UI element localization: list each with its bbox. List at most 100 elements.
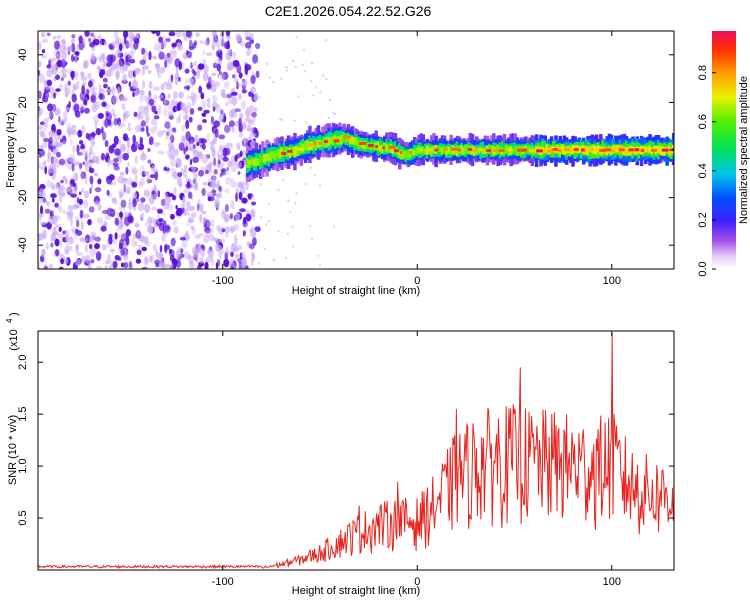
signal-peak	[368, 144, 374, 147]
noise-blob	[204, 261, 209, 269]
noise-blob	[199, 257, 204, 264]
noise-blob	[151, 31, 157, 34]
noise-blob	[174, 75, 178, 86]
noise-blob	[206, 37, 210, 45]
noise-blob	[156, 63, 160, 73]
noise-blob	[183, 85, 191, 90]
noise-blob	[240, 257, 247, 267]
noise-blob	[220, 37, 225, 44]
noise-blob	[237, 171, 241, 175]
noise-blob	[147, 95, 151, 100]
noise-blob	[206, 133, 211, 142]
signal-cell	[594, 146, 598, 155]
noise-blob	[122, 112, 129, 118]
noise-blob	[114, 50, 121, 59]
noise-blob	[190, 95, 194, 101]
noise-blob	[50, 234, 54, 242]
signal-cell	[331, 136, 335, 146]
noise-blob	[239, 112, 244, 119]
signal-peak	[618, 148, 625, 152]
noise-blob	[46, 221, 52, 230]
noise-blob	[44, 38, 48, 43]
noise-blob	[180, 203, 185, 209]
noise-blob	[109, 248, 115, 253]
noise-blob	[46, 32, 51, 37]
noise-blob	[218, 159, 221, 165]
noise-blob	[209, 161, 213, 167]
noise-blob	[40, 205, 43, 215]
noise-blob	[93, 248, 97, 256]
noise-blob	[119, 171, 125, 176]
noise-blob	[126, 139, 131, 149]
noise-blob	[180, 167, 185, 175]
noise-blob	[201, 138, 205, 144]
noise-blob	[58, 206, 63, 213]
noise-blob	[71, 34, 76, 39]
noise-blob	[230, 251, 234, 258]
noise-blob	[81, 81, 87, 86]
noise-dot	[287, 199, 290, 202]
noise-blob	[198, 170, 205, 177]
noise-blob	[234, 237, 238, 245]
noise-blob	[160, 40, 167, 49]
spectrogram-xtick-label: -100	[212, 275, 234, 287]
noise-blob	[161, 211, 165, 216]
noise-blob	[213, 62, 217, 67]
noise-blob	[216, 150, 220, 159]
noise-blob	[87, 262, 92, 269]
noise-blob	[134, 154, 138, 165]
noise-blob	[119, 123, 127, 128]
noise-blob	[128, 81, 132, 88]
noise-blob	[196, 203, 200, 212]
noise-blob	[193, 171, 198, 181]
noise-blob	[101, 244, 107, 251]
signal-cell	[297, 145, 300, 156]
noise-blob	[58, 195, 63, 204]
noise-blob	[95, 128, 102, 136]
noise-blob	[125, 56, 129, 66]
noise-blob	[67, 80, 71, 86]
noise-dot	[317, 254, 320, 257]
noise-blob	[187, 102, 192, 109]
noise-blob	[199, 232, 204, 237]
noise-blob	[121, 103, 126, 111]
signal-cell	[466, 144, 469, 154]
noise-blob	[220, 89, 226, 94]
noise-blob	[70, 217, 73, 227]
noise-blob	[113, 31, 119, 40]
noise-blob	[169, 264, 173, 269]
noise-blob	[200, 250, 206, 257]
noise-blob	[103, 83, 108, 89]
noise-blob	[65, 187, 72, 192]
noise-blob	[171, 258, 175, 264]
noise-blob	[210, 115, 214, 125]
noise-blob	[251, 193, 255, 201]
noise-dot	[280, 77, 283, 80]
noise-blob	[211, 72, 217, 77]
noise-blob	[65, 229, 70, 237]
noise-blob	[175, 205, 178, 210]
noise-blob	[55, 74, 60, 80]
noise-blob	[89, 175, 94, 185]
noise-blob	[206, 255, 213, 263]
noise-blob	[111, 86, 116, 96]
noise-blob	[109, 64, 116, 71]
noise-blob	[68, 209, 74, 218]
noise-blob	[111, 95, 119, 104]
signal-peak	[324, 140, 328, 143]
noise-blob	[50, 181, 54, 190]
noise-blob	[45, 92, 48, 101]
signal-peak	[546, 149, 553, 153]
snr-ylabel: SNR (10 * v/v)	[7, 415, 19, 485]
noise-blob	[207, 249, 211, 254]
noise-blob	[199, 40, 204, 45]
noise-blob	[97, 178, 102, 185]
snr-frame	[37, 330, 675, 571]
noise-blob	[38, 90, 41, 99]
noise-blob	[115, 38, 119, 45]
noise-blob	[135, 258, 142, 264]
signal-peak	[492, 148, 498, 152]
noise-blob	[147, 148, 151, 152]
noise-blob	[209, 145, 213, 150]
noise-blob	[82, 161, 86, 166]
